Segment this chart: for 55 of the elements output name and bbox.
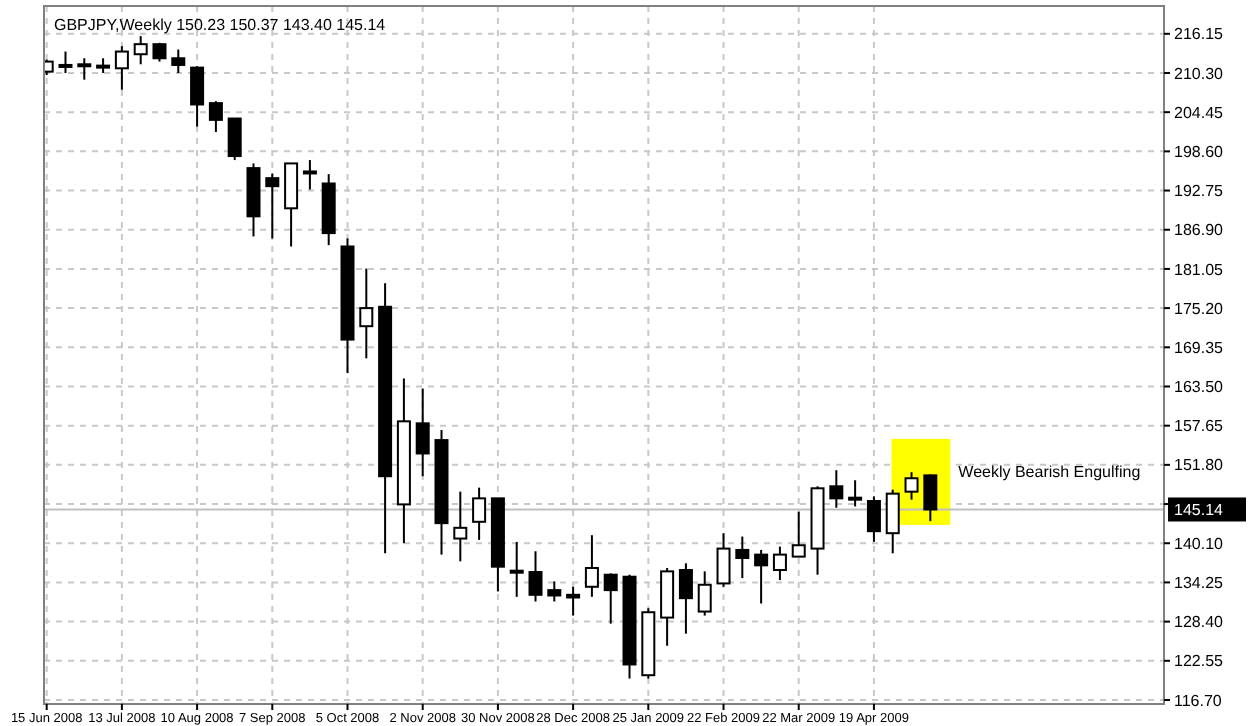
candlestick bbox=[208, 100, 223, 133]
candlestick bbox=[58, 50, 73, 74]
candlestick bbox=[885, 488, 900, 555]
candlestick bbox=[772, 545, 787, 582]
candlestick bbox=[528, 550, 543, 603]
candlestick bbox=[171, 48, 186, 74]
candlestick bbox=[735, 535, 750, 580]
y-tick-label: 151.80 bbox=[1174, 456, 1225, 475]
y-tick-label: 140.10 bbox=[1174, 534, 1225, 553]
candlestick bbox=[190, 65, 205, 128]
candlestick bbox=[566, 585, 581, 617]
candlestick bbox=[453, 490, 468, 563]
y-tick-label: 198.60 bbox=[1174, 142, 1225, 161]
y-tick-label: 204.45 bbox=[1174, 103, 1225, 122]
ref-line-label: 145.14 bbox=[1174, 501, 1225, 520]
candlestick bbox=[472, 486, 487, 541]
candlestick bbox=[697, 570, 712, 617]
candlestick bbox=[584, 534, 599, 598]
candlestick bbox=[660, 567, 675, 647]
y-tick-label: 175.20 bbox=[1174, 299, 1225, 318]
candlestick bbox=[716, 532, 731, 588]
candlestick bbox=[603, 572, 618, 625]
text: GBPJPY,Weekly 150.23 150.37 143.40 145.14 bbox=[54, 16, 387, 34]
candlestick bbox=[302, 159, 317, 191]
y-tick-label: 116.70 bbox=[1174, 691, 1223, 710]
y-tick-label: 134.25 bbox=[1174, 574, 1225, 593]
y-tick-label: 192.75 bbox=[1174, 182, 1225, 201]
candlestick bbox=[678, 562, 693, 635]
y-tick-label: 157.65 bbox=[1174, 417, 1225, 436]
candlestick bbox=[114, 45, 129, 91]
y-tick-label: 122.55 bbox=[1174, 652, 1225, 671]
candlestick bbox=[754, 548, 769, 605]
candlestick bbox=[227, 117, 242, 162]
y-tick-label: 169.35 bbox=[1174, 338, 1225, 357]
candlestick bbox=[77, 57, 92, 81]
y-tick-label: 216.15 bbox=[1174, 25, 1225, 44]
candlestick bbox=[415, 387, 430, 478]
y-tick-label: 186.90 bbox=[1174, 221, 1225, 240]
candlestick bbox=[829, 469, 844, 509]
candlestick bbox=[359, 267, 374, 360]
y-tick-label: 163.50 bbox=[1174, 378, 1225, 397]
y-tick-label: 181.05 bbox=[1174, 260, 1225, 279]
y-tick-label: 128.40 bbox=[1174, 613, 1225, 632]
annotation: Weekly Bearish Engulfing bbox=[958, 462, 1141, 481]
candlestick bbox=[904, 471, 919, 501]
candlestick bbox=[848, 479, 863, 508]
candlestick bbox=[509, 540, 524, 598]
candlestick bbox=[547, 580, 562, 603]
candlestick bbox=[265, 172, 280, 240]
candlestick bbox=[133, 35, 148, 66]
candlestick bbox=[866, 495, 881, 543]
y-tick-label: 210.30 bbox=[1174, 64, 1225, 83]
candlestick bbox=[791, 510, 806, 558]
candlestick bbox=[284, 162, 299, 248]
candlestick bbox=[923, 473, 938, 523]
